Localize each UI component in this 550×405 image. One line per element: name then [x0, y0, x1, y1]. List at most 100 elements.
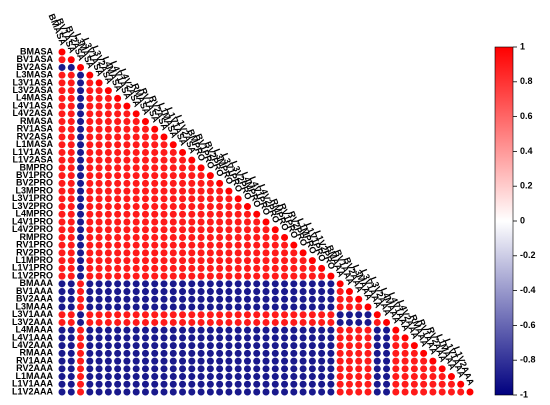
correlation-dot [179, 187, 187, 195]
correlation-dot [95, 94, 103, 102]
correlation-dot [253, 226, 261, 234]
correlation-dot [206, 303, 214, 311]
correlation-dot [206, 264, 214, 272]
correlation-dot [169, 141, 177, 149]
correlation-dot [327, 334, 335, 342]
correlation-dot [169, 156, 177, 164]
correlation-dot [253, 365, 261, 373]
correlation-dot [225, 187, 233, 195]
correlation-dot [216, 311, 224, 319]
correlation-dot [141, 195, 149, 203]
correlation-dot [114, 318, 122, 326]
correlation-dot [392, 373, 400, 381]
correlation-dot [206, 218, 214, 226]
correlation-dot [123, 102, 131, 110]
correlation-dot [262, 365, 270, 373]
row-label: L4V1PRO [12, 216, 53, 226]
correlation-dot [179, 172, 187, 180]
correlation-dot [197, 257, 205, 265]
correlation-dot [141, 141, 149, 149]
correlation-dot [104, 179, 112, 187]
correlation-dot [355, 342, 363, 350]
correlation-dot [67, 318, 75, 326]
correlation-dot [104, 380, 112, 388]
correlation-dot [336, 388, 344, 396]
correlation-dot [225, 280, 233, 288]
correlation-dot [104, 280, 112, 288]
correlation-dot [77, 110, 85, 118]
correlation-dot [197, 318, 205, 326]
correlation-dot [206, 226, 214, 234]
correlation-dot [151, 195, 159, 203]
correlation-dot [271, 311, 279, 319]
correlation-dot [188, 334, 196, 342]
correlation-dot [86, 365, 94, 373]
correlation-dot [58, 210, 66, 218]
correlation-dot [141, 272, 149, 280]
correlation-dot [132, 164, 140, 172]
correlation-dot [364, 311, 372, 319]
correlation-dot [123, 195, 131, 203]
correlation-dot [179, 249, 187, 257]
correlation-dot [67, 218, 75, 226]
correlation-dot [114, 110, 122, 118]
correlation-dot [114, 311, 122, 319]
correlation-dot [253, 349, 261, 357]
correlation-dot [392, 326, 400, 334]
correlation-dot [373, 380, 381, 388]
correlation-dot [206, 203, 214, 211]
correlation-dot [67, 357, 75, 365]
correlation-dot [290, 295, 298, 303]
correlation-dot [290, 318, 298, 326]
colorbar-tick-label: 0.2 [520, 181, 533, 191]
correlation-dot [160, 349, 168, 357]
correlation-dot [141, 365, 149, 373]
correlation-dot [206, 257, 214, 265]
correlation-dot [67, 172, 75, 180]
correlation-dot [169, 264, 177, 272]
correlation-dot [58, 326, 66, 334]
correlation-dot [86, 334, 94, 342]
correlation-dot [308, 280, 316, 288]
correlation-dot [58, 318, 66, 326]
correlation-dot [225, 272, 233, 280]
correlation-dot [308, 264, 316, 272]
correlation-dot [58, 226, 66, 234]
correlation-dot [104, 388, 112, 396]
correlation-dot [151, 203, 159, 211]
correlation-dot [197, 311, 205, 319]
correlation-dot [392, 349, 400, 357]
correlation-dot [114, 373, 122, 381]
correlation-dot [58, 280, 66, 288]
correlation-dot [216, 233, 224, 241]
correlation-dot [86, 94, 94, 102]
correlation-dot [95, 303, 103, 311]
correlation-dot [160, 195, 168, 203]
correlation-dot [67, 133, 75, 141]
correlation-dot [429, 373, 437, 381]
correlation-dot [77, 264, 85, 272]
row-label: BMAAA [20, 278, 54, 288]
correlation-dot [86, 172, 94, 180]
colorbar-tick-label: 0 [520, 215, 525, 225]
correlation-dot [160, 241, 168, 249]
correlation-dot [281, 264, 289, 272]
correlation-dot [373, 318, 381, 326]
correlation-dot [123, 373, 131, 381]
correlation-dot [123, 311, 131, 319]
correlation-dot [104, 164, 112, 172]
correlation-dot [77, 148, 85, 156]
correlation-dot [345, 365, 353, 373]
colorbar-tick-label: -0.6 [520, 320, 536, 330]
correlation-dot [179, 210, 187, 218]
correlation-dot [308, 357, 316, 365]
correlation-dot [151, 280, 159, 288]
correlation-dot [95, 110, 103, 118]
correlation-dot [95, 272, 103, 280]
correlation-dot [77, 272, 85, 280]
correlation-dot [373, 388, 381, 396]
correlation-dot [383, 334, 391, 342]
correlation-dot [216, 365, 224, 373]
correlation-dot [197, 264, 205, 272]
correlation-dot [132, 280, 140, 288]
